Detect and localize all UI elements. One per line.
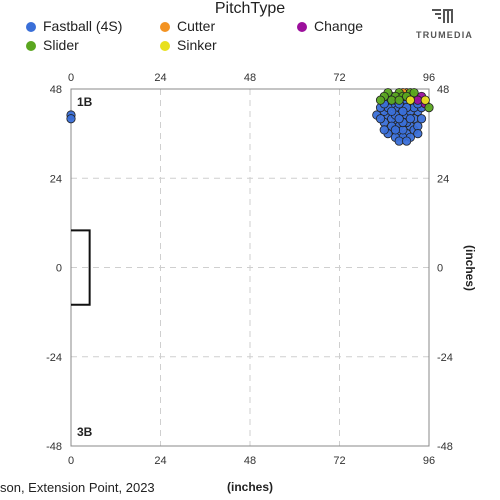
y-tick-label-left: -48	[46, 441, 62, 453]
chart-caption: son, Extension Point, 2023	[0, 480, 155, 495]
x-tick-label-top: 72	[333, 72, 345, 84]
data-point	[66, 114, 76, 124]
data-point	[375, 114, 386, 124]
x-axis-label: (inches)	[227, 480, 274, 494]
y-tick-label-right: -48	[437, 441, 453, 453]
legend-title: PitchType	[214, 0, 286, 17]
grid-lines	[71, 89, 429, 446]
legend-item[interactable]: Fastball (4S)	[26, 18, 122, 34]
x-tick-label-top: 24	[154, 72, 166, 84]
legend-marker-icon	[160, 22, 170, 32]
data-point	[394, 114, 404, 124]
x-tick-label-bottom: 24	[154, 455, 166, 467]
brand-name: TRUMEDIA	[416, 30, 474, 40]
data-point	[394, 95, 404, 105]
data-point	[402, 136, 412, 146]
data-point	[416, 114, 427, 124]
legend-item[interactable]: Change	[297, 18, 363, 34]
y-tick-label-right: 24	[437, 173, 449, 185]
trumedia-logo-icon	[432, 9, 453, 23]
y-tick-label-left: 0	[56, 263, 62, 275]
x-tick-label-bottom: 48	[244, 455, 256, 467]
data-point	[398, 106, 408, 116]
brand-logo: TRUMEDIA	[414, 8, 474, 42]
legend-item-label: Sinker	[177, 37, 217, 53]
legend-marker-icon	[26, 22, 36, 32]
data-point	[387, 106, 397, 116]
y-tick-label-right: -24	[437, 352, 453, 364]
legend-marker-icon	[26, 41, 36, 51]
corner-label-bottom: 3B	[77, 425, 93, 439]
x-tick-label-bottom: 96	[423, 455, 435, 467]
plot-frame	[70, 88, 430, 447]
data-point	[405, 95, 415, 105]
data-point	[375, 95, 386, 105]
legend-item-label: Cutter	[177, 18, 216, 34]
data-point	[390, 125, 401, 135]
x-tick-label-top: 48	[244, 72, 256, 84]
legend-item-label: Slider	[43, 37, 79, 53]
legend-item-label: Change	[314, 18, 364, 34]
x-tick-label-bottom: 0	[68, 455, 74, 467]
legend-marker-icon	[160, 41, 170, 51]
base-outline	[71, 229, 91, 306]
x-tick-label-bottom: 72	[333, 455, 345, 467]
y-tick-label-right: 48	[437, 84, 449, 96]
corner-label-top: 1B	[77, 95, 93, 109]
legend-item[interactable]: Slider	[26, 37, 79, 53]
y-tick-label-left: 24	[50, 173, 62, 185]
data-point	[409, 88, 419, 98]
y-tick-label-right: 0	[437, 263, 443, 275]
x-tick-label-top: 96	[423, 72, 435, 84]
data-point	[413, 129, 423, 139]
data-point	[379, 125, 389, 135]
legend-item[interactable]: Sinker	[160, 37, 217, 53]
data-point	[405, 114, 415, 124]
legend-marker-icon	[297, 22, 307, 32]
data-points	[66, 88, 434, 146]
data-point	[424, 102, 434, 113]
y-tick-label-left: 48	[50, 84, 62, 96]
data-point	[420, 95, 430, 105]
y-tick-label-left: -24	[46, 352, 62, 364]
y-axis-label: (inches)	[463, 245, 477, 291]
x-tick-label-top: 0	[68, 72, 74, 84]
legend-item-label: Fastball (4S)	[43, 18, 123, 34]
legend-item[interactable]: Cutter	[160, 18, 215, 34]
